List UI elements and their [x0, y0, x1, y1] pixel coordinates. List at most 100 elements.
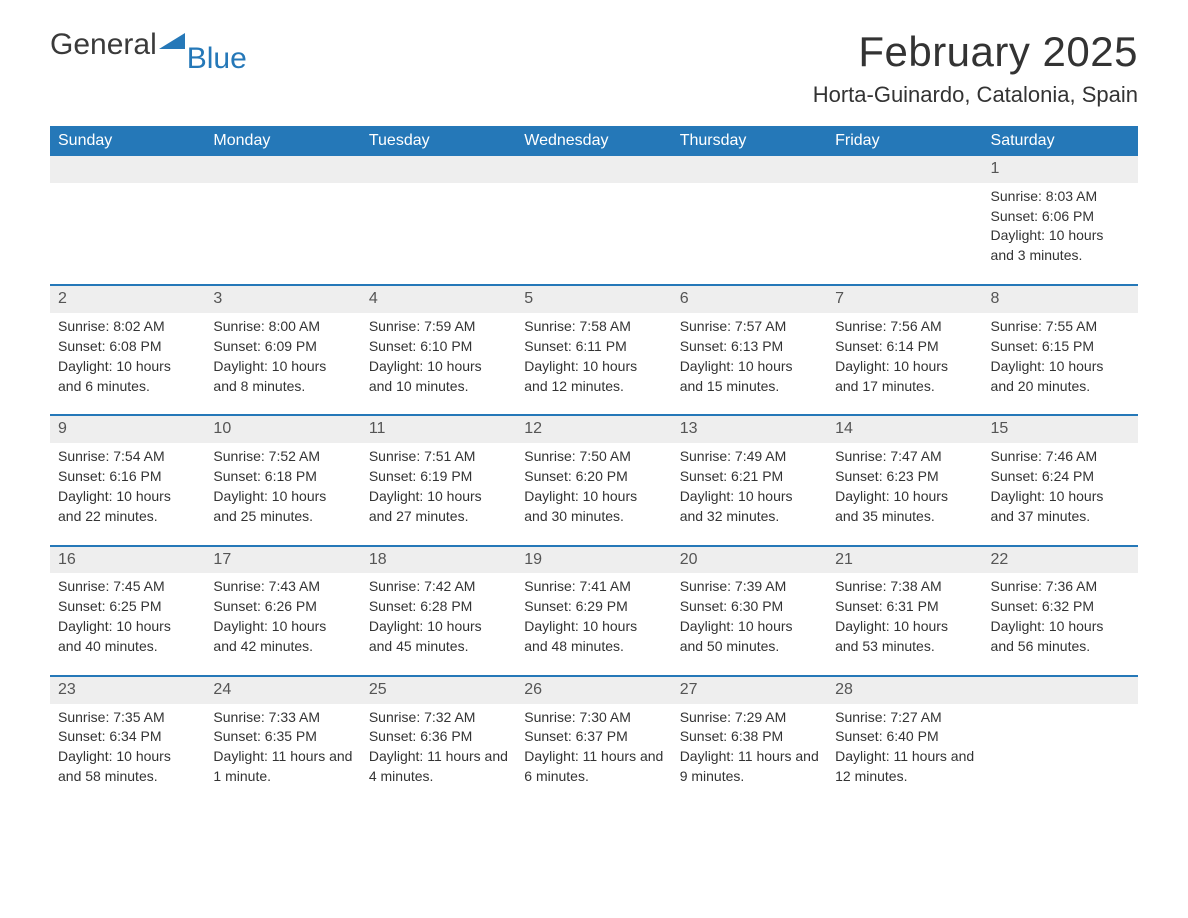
dayname-wednesday: Wednesday — [516, 126, 671, 156]
calendar-body: 1Sunrise: 8:03 AMSunset: 6:06 PMDaylight… — [50, 156, 1138, 805]
day-number: 20 — [672, 546, 827, 574]
day-info-line: Daylight: 10 hours and 27 minutes. — [369, 487, 508, 527]
day-info-line: Sunrise: 7:43 AM — [213, 577, 352, 597]
day-cell: Sunrise: 7:59 AMSunset: 6:10 PMDaylight:… — [361, 313, 516, 416]
dayname-saturday: Saturday — [983, 126, 1138, 156]
day-cell: Sunrise: 7:57 AMSunset: 6:13 PMDaylight:… — [672, 313, 827, 416]
day-info-line: Sunrise: 7:39 AM — [680, 577, 819, 597]
day-number: 11 — [361, 415, 516, 443]
day-info-line: Sunset: 6:36 PM — [369, 727, 508, 747]
day-info-line: Sunset: 6:10 PM — [369, 337, 508, 357]
day-number — [827, 156, 982, 183]
day-cell — [50, 183, 205, 286]
day-info-line: Sunset: 6:16 PM — [58, 467, 197, 487]
dayname-thursday: Thursday — [672, 126, 827, 156]
day-cell — [205, 183, 360, 286]
day-cell: Sunrise: 7:45 AMSunset: 6:25 PMDaylight:… — [50, 573, 205, 676]
day-cell: Sunrise: 7:38 AMSunset: 6:31 PMDaylight:… — [827, 573, 982, 676]
title-block: February 2025 Horta-Guinardo, Catalonia,… — [813, 28, 1138, 108]
day-number: 25 — [361, 676, 516, 704]
day-info-line: Daylight: 10 hours and 50 minutes. — [680, 617, 819, 657]
day-number: 23 — [50, 676, 205, 704]
day-number — [516, 156, 671, 183]
day-info-line: Sunrise: 7:57 AM — [680, 317, 819, 337]
day-info-line: Daylight: 10 hours and 17 minutes. — [835, 357, 974, 397]
day-number: 27 — [672, 676, 827, 704]
day-number: 28 — [827, 676, 982, 704]
logo-text-blue: Blue — [187, 42, 247, 76]
day-info-line: Sunrise: 7:38 AM — [835, 577, 974, 597]
day-info-line: Daylight: 10 hours and 48 minutes. — [524, 617, 663, 657]
day-info-line: Sunset: 6:28 PM — [369, 597, 508, 617]
day-info-line: Sunrise: 7:30 AM — [524, 708, 663, 728]
dayname-friday: Friday — [827, 126, 982, 156]
day-cell: Sunrise: 7:36 AMSunset: 6:32 PMDaylight:… — [983, 573, 1138, 676]
day-info-line: Sunrise: 7:27 AM — [835, 708, 974, 728]
day-number: 4 — [361, 285, 516, 313]
day-info-line: Sunrise: 7:51 AM — [369, 447, 508, 467]
day-info-line: Sunrise: 7:32 AM — [369, 708, 508, 728]
day-cell: Sunrise: 7:56 AMSunset: 6:14 PMDaylight:… — [827, 313, 982, 416]
day-cell: Sunrise: 8:03 AMSunset: 6:06 PMDaylight:… — [983, 183, 1138, 286]
day-cell: Sunrise: 7:51 AMSunset: 6:19 PMDaylight:… — [361, 443, 516, 546]
day-info-line: Sunset: 6:31 PM — [835, 597, 974, 617]
header-row: General Blue February 2025 Horta-Guinard… — [50, 28, 1138, 108]
day-cell: Sunrise: 8:02 AMSunset: 6:08 PMDaylight:… — [50, 313, 205, 416]
day-info-line: Daylight: 11 hours and 1 minute. — [213, 747, 352, 787]
day-info-line: Sunrise: 7:41 AM — [524, 577, 663, 597]
day-info-line: Sunrise: 7:58 AM — [524, 317, 663, 337]
day-info-line: Sunrise: 7:49 AM — [680, 447, 819, 467]
day-info-line: Daylight: 10 hours and 40 minutes. — [58, 617, 197, 657]
day-number: 9 — [50, 415, 205, 443]
day-cell: Sunrise: 7:43 AMSunset: 6:26 PMDaylight:… — [205, 573, 360, 676]
day-cell: Sunrise: 7:39 AMSunset: 6:30 PMDaylight:… — [672, 573, 827, 676]
day-cell: Sunrise: 7:29 AMSunset: 6:38 PMDaylight:… — [672, 704, 827, 806]
day-info-line: Sunrise: 7:45 AM — [58, 577, 197, 597]
day-info-line: Sunrise: 7:42 AM — [369, 577, 508, 597]
week-content-row: Sunrise: 7:54 AMSunset: 6:16 PM Daylight:… — [50, 443, 1138, 546]
week-content-row: Sunrise: 7:35 AMSunset: 6:34 PMDaylight:… — [50, 704, 1138, 806]
day-info-line: Daylight: 11 hours and 9 minutes. — [680, 747, 819, 787]
day-info-line: Sunset: 6:23 PM — [835, 467, 974, 487]
week-content-row: Sunrise: 7:45 AMSunset: 6:25 PMDaylight:… — [50, 573, 1138, 676]
day-info-line: Daylight: 10 hours and 3 minutes. — [991, 226, 1130, 266]
day-info-line: Sunset: 6:15 PM — [991, 337, 1130, 357]
day-cell: Sunrise: 7:30 AMSunset: 6:37 PMDaylight:… — [516, 704, 671, 806]
day-info-line: Sunrise: 7:29 AM — [680, 708, 819, 728]
day-cell: Sunrise: 7:35 AMSunset: 6:34 PMDaylight:… — [50, 704, 205, 806]
day-info-line: Sunrise: 8:00 AM — [213, 317, 352, 337]
day-info-line: Sunset: 6:13 PM — [680, 337, 819, 357]
day-cell: Sunrise: 7:41 AMSunset: 6:29 PMDaylight:… — [516, 573, 671, 676]
day-number — [672, 156, 827, 183]
day-cell: Sunrise: 7:50 AMSunset: 6:20 PMDaylight:… — [516, 443, 671, 546]
day-cell: Sunrise: 7:46 AMSunset: 6:24 PMDaylight:… — [983, 443, 1138, 546]
day-info-line: Sunset: 6:40 PM — [835, 727, 974, 747]
day-info-line: Daylight: 10 hours and 30 minutes. — [524, 487, 663, 527]
logo-text-general: General — [50, 28, 157, 62]
week-daynum-row: 1 — [50, 156, 1138, 183]
day-info-line: Daylight: 10 hours and 53 minutes. — [835, 617, 974, 657]
day-info-line: Sunrise: 7:54 AM — [58, 447, 197, 467]
day-number: 22 — [983, 546, 1138, 574]
day-info-line: Daylight: 10 hours and 32 minutes. — [680, 487, 819, 527]
day-cell — [827, 183, 982, 286]
day-number — [205, 156, 360, 183]
day-info-line: Sunrise: 7:47 AM — [835, 447, 974, 467]
day-info-line: Sunset: 6:08 PM — [58, 337, 197, 357]
day-number — [50, 156, 205, 183]
day-info-line: Sunrise: 8:03 AM — [991, 187, 1130, 207]
logo: General Blue — [50, 28, 247, 62]
day-info-line: Daylight: 10 hours and 10 minutes. — [369, 357, 508, 397]
calendar-table: Sunday Monday Tuesday Wednesday Thursday… — [50, 126, 1138, 805]
day-info-line: Sunset: 6:29 PM — [524, 597, 663, 617]
day-cell: Sunrise: 7:27 AMSunset: 6:40 PMDaylight:… — [827, 704, 982, 806]
day-number: 15 — [983, 415, 1138, 443]
day-info-line: Daylight: 10 hours and 42 minutes. — [213, 617, 352, 657]
day-number — [361, 156, 516, 183]
day-cell — [672, 183, 827, 286]
day-cell — [361, 183, 516, 286]
day-info-line: Daylight: 11 hours and 6 minutes. — [524, 747, 663, 787]
day-cell: Sunrise: 7:55 AMSunset: 6:15 PMDaylight:… — [983, 313, 1138, 416]
day-info-line: Daylight: 10 hours and 37 minutes. — [991, 487, 1130, 527]
day-number: 16 — [50, 546, 205, 574]
